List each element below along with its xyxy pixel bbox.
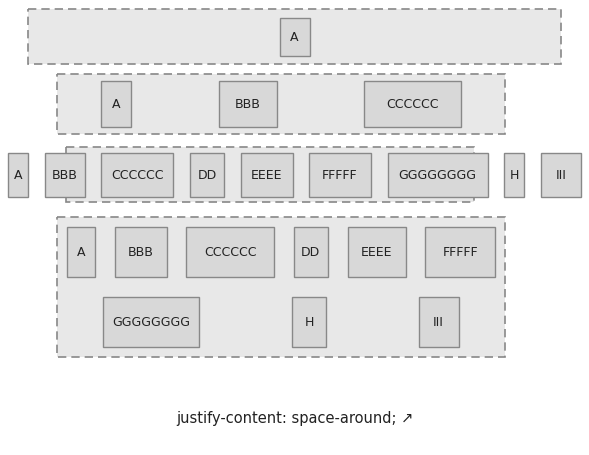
Bar: [101, 153, 173, 197]
Bar: [101, 82, 131, 128]
Text: A: A: [290, 31, 299, 44]
Bar: [45, 153, 85, 197]
Bar: [66, 148, 474, 202]
Bar: [292, 298, 326, 347]
Bar: [240, 153, 293, 197]
Bar: [114, 228, 167, 278]
Bar: [28, 10, 561, 65]
Text: H: H: [509, 169, 519, 182]
Bar: [8, 153, 28, 197]
Bar: [348, 228, 405, 278]
Text: H: H: [305, 316, 314, 329]
Text: III: III: [555, 169, 566, 182]
Bar: [364, 82, 461, 128]
Bar: [280, 19, 309, 56]
Bar: [294, 228, 328, 278]
Bar: [309, 153, 371, 197]
Bar: [190, 153, 224, 197]
Text: GGGGGGGG: GGGGGGGG: [399, 169, 477, 182]
Bar: [103, 298, 199, 347]
Text: EEEE: EEEE: [360, 246, 392, 259]
Text: CCCCCC: CCCCCC: [386, 98, 439, 111]
Text: A: A: [77, 246, 85, 259]
Text: BBB: BBB: [234, 98, 260, 111]
Bar: [425, 228, 495, 278]
Text: CCCCCC: CCCCCC: [111, 169, 164, 182]
Text: FFFFF: FFFFF: [442, 246, 478, 259]
Bar: [219, 82, 276, 128]
Text: justify-content: space-around; ↗: justify-content: space-around; ↗: [176, 410, 413, 425]
Bar: [388, 153, 488, 197]
Text: BBB: BBB: [128, 246, 154, 259]
Bar: [419, 298, 459, 347]
Text: DD: DD: [301, 246, 320, 259]
Text: A: A: [111, 98, 120, 111]
Text: III: III: [434, 316, 444, 329]
Bar: [57, 217, 505, 357]
Text: GGGGGGGG: GGGGGGGG: [112, 316, 190, 329]
Bar: [57, 75, 505, 135]
Text: FFFFF: FFFFF: [322, 169, 358, 182]
Text: DD: DD: [197, 169, 217, 182]
Text: CCCCCC: CCCCCC: [204, 246, 256, 259]
Text: EEEE: EEEE: [251, 169, 282, 182]
Bar: [67, 228, 95, 278]
Text: A: A: [14, 169, 22, 182]
Bar: [541, 153, 581, 197]
Bar: [504, 153, 524, 197]
Bar: [186, 228, 274, 278]
Text: BBB: BBB: [52, 169, 78, 182]
